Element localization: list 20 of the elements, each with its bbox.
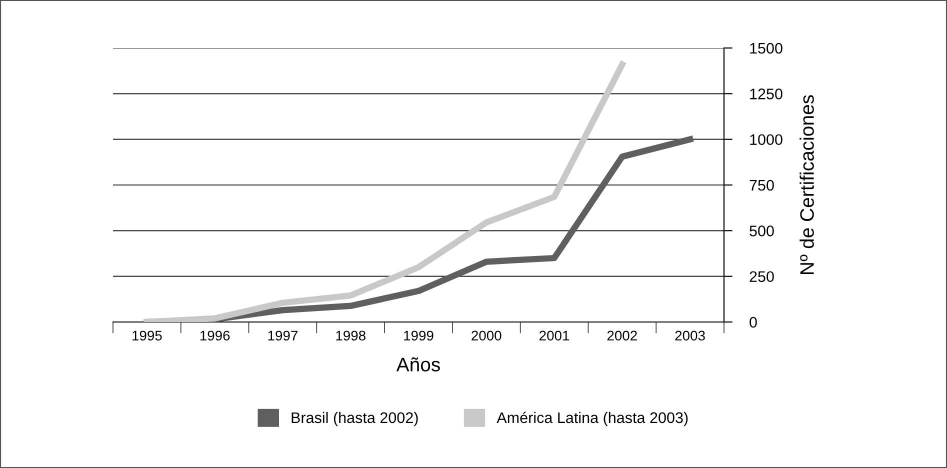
y-tick-label: 1500 bbox=[750, 42, 782, 54]
x-tick-label: 2001 bbox=[540, 330, 570, 341]
y-tick-label: 500 bbox=[750, 226, 774, 236]
x-tick-label: 1997 bbox=[268, 330, 298, 341]
legend-label: Brasil (hasta 2002) bbox=[292, 412, 418, 426]
x-tick-label: 1995 bbox=[132, 330, 162, 341]
x-tick-label: 2002 bbox=[607, 330, 637, 341]
legend-label: América Latina (hasta 2003) bbox=[496, 412, 688, 426]
y-tick-label: 1250 bbox=[750, 88, 782, 100]
y-tick-label: 0 bbox=[750, 316, 757, 328]
x-tick-label: 1999 bbox=[404, 330, 434, 341]
y-tick-label: 250 bbox=[750, 271, 774, 282]
y-axis-title: Nº de Certificaciones bbox=[800, 95, 814, 274]
x-axis-title: Años bbox=[396, 357, 440, 372]
x-tick-label: 1996 bbox=[200, 330, 230, 341]
y-tick-label: 1000 bbox=[750, 134, 782, 146]
y-tick-label: 750 bbox=[750, 180, 774, 191]
x-tick-label: 2003 bbox=[675, 330, 705, 341]
x-tick-label: 2000 bbox=[472, 330, 502, 341]
x-tick-label: 1998 bbox=[336, 330, 366, 341]
